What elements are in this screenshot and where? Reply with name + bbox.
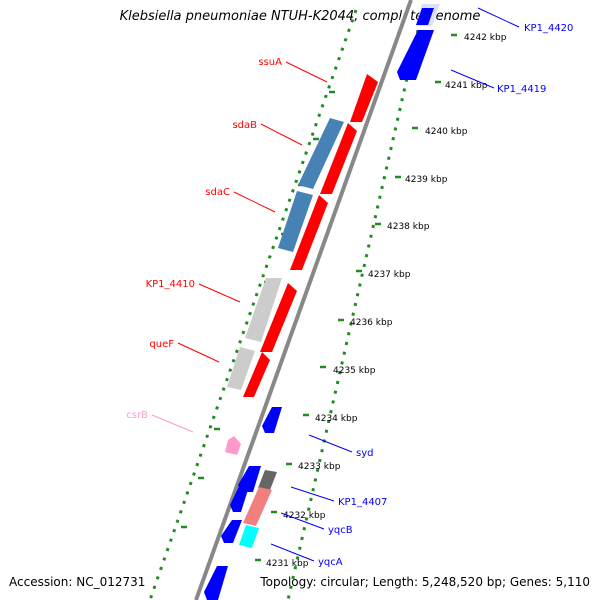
gene-sdac-operon[interactable] bbox=[278, 191, 313, 252]
leader-yqcb bbox=[280, 512, 325, 530]
gene-kp1-4407-dark[interactable] bbox=[258, 470, 277, 490]
scale-label: 4234 kbp bbox=[315, 414, 358, 424]
leader-yqca bbox=[270, 543, 315, 562]
scale-label: 4236 kbp bbox=[350, 318, 393, 328]
gene-ssua[interactable] bbox=[350, 74, 378, 122]
gene-quef-orf[interactable] bbox=[227, 347, 255, 390]
scale-label: 4232 kbp bbox=[283, 511, 326, 521]
gene-syd[interactable] bbox=[262, 407, 282, 433]
gene-label-kp1-4420[interactable]: KP1_4420 bbox=[524, 23, 573, 34]
scale-label: 4242 kbp bbox=[464, 33, 507, 43]
gene-sdab-operon[interactable] bbox=[298, 118, 344, 189]
leader-kp1-4407 bbox=[290, 486, 335, 502]
gene-sdab[interactable] bbox=[320, 123, 357, 194]
gene-label-ssua[interactable]: ssuA bbox=[258, 57, 282, 68]
right-leaders bbox=[270, 7, 520, 562]
operon-genes bbox=[278, 118, 344, 252]
gene-yqcb[interactable] bbox=[230, 480, 251, 512]
gene-bottom-blue[interactable] bbox=[204, 566, 228, 600]
scale-label: 4231 kbp bbox=[266, 559, 309, 569]
gene-label-sdab[interactable]: sdaB bbox=[232, 120, 257, 131]
leader-kp1-4410 bbox=[198, 283, 241, 303]
topology-label: Topology: circular; Length: 5,248,520 bp… bbox=[260, 575, 590, 589]
gene-csrb[interactable] bbox=[225, 436, 241, 455]
gene-label-csrb[interactable]: csrB bbox=[126, 410, 148, 421]
outer-track-line bbox=[286, 29, 420, 600]
gene-kp1-4410[interactable] bbox=[260, 283, 297, 352]
gene-label-yqca[interactable]: yqcA bbox=[318, 557, 343, 568]
gene-sdac[interactable] bbox=[290, 195, 328, 270]
gene-yqca[interactable] bbox=[221, 520, 242, 543]
scale-label: 4233 kbp bbox=[298, 462, 341, 472]
reverse-strand-genes bbox=[204, 30, 434, 600]
accession-label: Accession: NC_012731 bbox=[9, 575, 146, 589]
leader-sdac bbox=[233, 191, 276, 213]
scale-label: 4239 kbp bbox=[405, 175, 448, 185]
gene-label-kp1-4419[interactable]: KP1_4419 bbox=[497, 84, 546, 95]
scale-ticks bbox=[255, 33, 457, 562]
gene-kp1-4420[interactable] bbox=[397, 30, 434, 80]
gene-top-blue[interactable] bbox=[416, 8, 434, 25]
scale-label: 4235 kbp bbox=[333, 366, 376, 376]
gene-yqcb-salmon[interactable] bbox=[243, 487, 272, 526]
right-gene-labels: KP1_4420 KP1_4419 syd KP1_4407 yqcB yqcA bbox=[318, 23, 573, 568]
leader-kp1-4419 bbox=[450, 69, 495, 89]
gene-kp1-4410-orf[interactable] bbox=[245, 278, 282, 342]
backbone bbox=[194, 0, 413, 600]
gene-label-kp1-4410[interactable]: KP1_4410 bbox=[146, 279, 195, 290]
scale-label: 4241 kbp bbox=[445, 81, 488, 91]
gene-label-yqcb[interactable]: yqcB bbox=[328, 525, 353, 536]
scale-labels: 4242 kbp 4241 kbp 4240 kbp 4239 kbp 4238… bbox=[266, 33, 507, 569]
forward-strand-genes bbox=[243, 74, 378, 397]
orf-genes bbox=[227, 278, 282, 390]
inner-track-line bbox=[148, 9, 358, 600]
scale-label: 4238 kbp bbox=[387, 222, 430, 232]
gene-yqca-cyan[interactable] bbox=[239, 525, 259, 548]
leader-ssua bbox=[285, 61, 328, 83]
leader-syd bbox=[308, 434, 353, 453]
gene-label-kp1-4407[interactable]: KP1_4407 bbox=[338, 497, 387, 508]
leader-kp1-4420 bbox=[477, 7, 520, 28]
left-leaders bbox=[151, 61, 328, 433]
leader-sdab bbox=[260, 123, 303, 146]
left-gene-labels: ssuA sdaB sdaC KP1_4410 queF csrB bbox=[126, 57, 282, 421]
leader-quef bbox=[177, 342, 220, 363]
scale-label: 4240 kbp bbox=[425, 127, 468, 137]
map-title: Klebsiella pneumoniae NTUH-K2044, comple… bbox=[119, 9, 481, 24]
gene-label-syd[interactable]: syd bbox=[356, 448, 373, 459]
gene-label-sdac[interactable]: sdaC bbox=[205, 187, 230, 198]
gene-label-quef[interactable]: queF bbox=[149, 339, 174, 350]
gene-quef[interactable] bbox=[243, 352, 270, 397]
leader-csrb bbox=[151, 414, 194, 433]
scale-label: 4237 kbp bbox=[368, 270, 411, 280]
